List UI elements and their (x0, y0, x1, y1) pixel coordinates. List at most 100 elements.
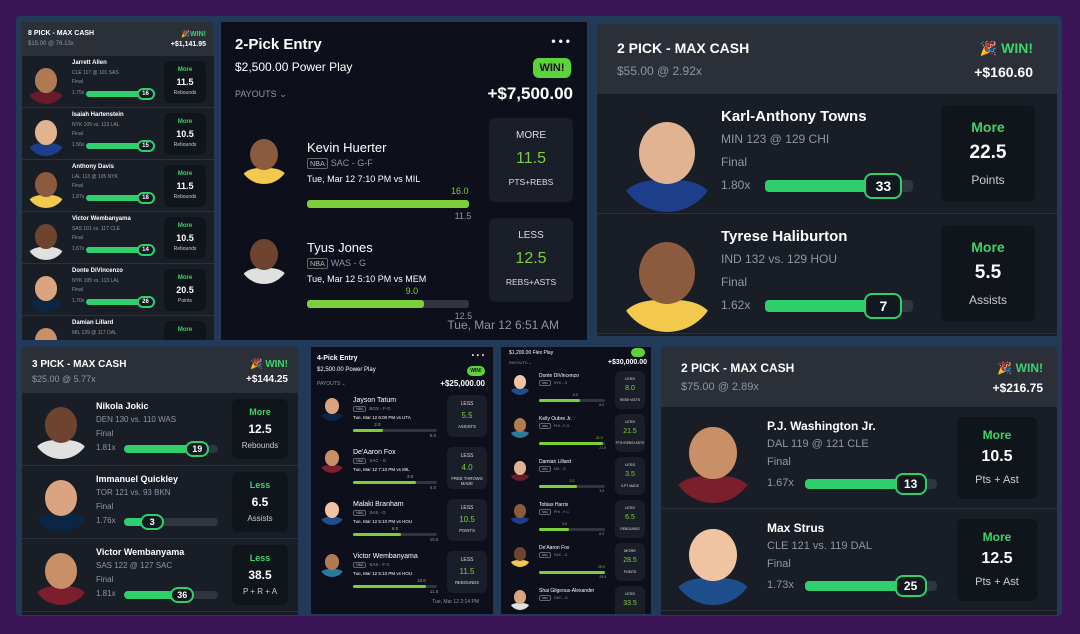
progress-bar (539, 399, 605, 402)
pick-row[interactable]: Donte DiVincenzo NBA NYK - G 5.0 8.0 LESS 8.0 R… (501, 369, 651, 412)
pick-row[interactable]: Kevin Huerter NBA SAC - G-F Tue, Mar 12 7:1… (221, 118, 587, 221)
game-time: Tue, Mar 12 6:00 PM vs UTA (353, 415, 411, 421)
pick-box[interactable]: LESS 3.5 3-PT MADE (615, 457, 645, 495)
game-status: Final (721, 274, 748, 289)
pick-row[interactable]: Nikola Jokic DEN 130 vs. 110 WAS Final 1.81… (22, 393, 298, 466)
pick-direction: More (177, 66, 193, 73)
pick-row[interactable]: Damian Lillard MIL 129 @ 117 DAL More (22, 316, 214, 340)
pick-row[interactable]: De'Aaron Fox NBA SAC - G Tue, Mar 12 7:10 P… (311, 443, 493, 495)
more-options-icon[interactable]: ••• (551, 34, 573, 48)
jersey-shape (28, 143, 64, 156)
pick-row[interactable]: Victor Wembanyama SAS 101 vs. 117 CLE Fina… (22, 212, 214, 264)
pick-box[interactable]: LESS 5.5 ASSISTS (447, 395, 487, 437)
pick-box[interactable]: LESS 12.5 REBS+ASTS (489, 218, 573, 302)
pick-box[interactable]: LESS 21.5 PTS+REBS+ASTS (615, 414, 645, 452)
game-status: Final (72, 286, 83, 293)
multiplier: 1.62x (721, 297, 751, 312)
pick-box[interactable]: LESS 33.5 (615, 586, 645, 614)
pick-row[interactable]: Karl-Anthony Towns MIN 123 @ 129 CHI Final… (597, 94, 1057, 214)
multiplier: 1.81x (96, 589, 116, 599)
entry-card-4-pick[interactable]: 4-Pick Entry $2,500.00 Power Play ••• WI… (311, 347, 493, 614)
pick-box[interactable]: LESS 8.0 REBS+ASTS (615, 371, 645, 409)
pick-row[interactable]: Donte DiVincenzo NYK 105 vs. 113 LAL Final… (22, 264, 214, 316)
pick-row[interactable]: Jayson Tatum NBA BOS - F-G Tue, Mar 12 6:00… (311, 391, 493, 443)
pick-box[interactable]: LESS 4.0 FREE THROWS MADE (447, 447, 487, 489)
entry-card-2-pick-kat[interactable]: 2 PICK - MAX CASH $55.00 @ 2.92x 🎉 WIN! … (597, 24, 1057, 336)
player-avatar (319, 447, 345, 473)
pick-direction: More (177, 170, 193, 177)
pick-box[interactable]: LESS 11.5 REBOUNDS (447, 551, 487, 593)
progress-fill (86, 299, 146, 305)
line-value: 22.5 (969, 142, 1007, 164)
progress-bar (86, 195, 156, 201)
stat-line-box: More 11.5 Rebounds (164, 165, 206, 207)
player-avatar (617, 232, 717, 332)
league-tag: NBA (353, 510, 367, 517)
pick-row[interactable]: Tobias Harris NBA PHI - F-C 3.0 6.5 LESS 6.5 RE… (501, 498, 651, 541)
stat-type: POINTS (459, 528, 475, 534)
game-time: Tue, Mar 12 5:10 PM vs HOU (353, 571, 413, 577)
face-shape (34, 120, 58, 145)
pick-row[interactable]: Anthony Davis LAL 113 @ 105 NYK Final 1.87x… (22, 160, 214, 212)
pick-row[interactable]: Max Strus CLE 121 vs. 119 DAL Final 1.73x 25… (661, 509, 1057, 611)
player-name: Damian Lillard (72, 320, 114, 326)
payouts-toggle[interactable]: PAYOUTS ⌄ (235, 89, 287, 99)
progress-fill (765, 180, 884, 192)
pick-row[interactable]: De'Aaron Fox NBA SAC - G 29.0 28.5 MORE 28.5 PO… (501, 541, 651, 584)
entry-card-8-pick[interactable]: 8 PICK - MAX CASH $15.00 @ 76.13x 🎉WIN! … (22, 22, 214, 340)
actual-value: 2.0 (569, 479, 575, 484)
stat-line-box: More 10.5 Rebounds (164, 113, 206, 155)
line-value: 10.5 (176, 128, 194, 139)
pick-row[interactable]: Malaki Branham NBA SAS - G Tue, Mar 12 5:10… (311, 495, 493, 547)
line-value: 11.5 (459, 566, 475, 576)
pick-row[interactable]: Shai Gilgeous-Alexander NBA OKC - G LESS 33.… (501, 584, 651, 614)
pick-direction: More (249, 407, 271, 418)
win-pill: WIN! (533, 58, 571, 78)
pick-row[interactable]: Damian Lillard NBA MIL - G 2.0 3.5 LESS 3.5 3-P… (501, 455, 651, 498)
pick-direction: Less (249, 553, 271, 564)
pick-direction: More (177, 274, 193, 281)
pick-row[interactable]: Kelly Oubre Jr. NBA PHI - F-G 21.0 21.5 LESS 2… (501, 412, 651, 455)
pick-row[interactable]: Isaiah Hartenstein NYK 105 vs. 113 LAL Fin… (22, 108, 214, 160)
entry-card-2-pick-power[interactable]: 2-Pick Entry $2,500.00 Power Play ••• WI… (221, 22, 587, 340)
pick-row[interactable]: Tyus Jones NBA WAS - G Tue, Mar 12 5:10 PM … (221, 218, 587, 321)
stat-type: REBOUNDS (454, 580, 480, 586)
pick-box[interactable]: LESS 10.5 POINTS (447, 499, 487, 541)
actual-value-badge: 33 (864, 173, 903, 199)
more-options-icon[interactable]: ••• (471, 353, 487, 359)
entry-card-2-pick-pj[interactable]: 2 PICK - MAX CASH $75.00 @ 2.89x 🎉 WIN! … (661, 347, 1057, 615)
team-position: BOS - F-G (369, 406, 391, 412)
line-value: 11.5 (176, 76, 194, 87)
progress-fill (86, 91, 146, 97)
pick-row[interactable]: Immanuel Quickley TOR 121 vs. 93 BKN Final… (22, 466, 298, 539)
pick-row[interactable]: Victor Wembanyama NBA SAS - F-C Tue, Mar 12… (311, 547, 493, 599)
progress-fill (86, 143, 146, 149)
face-shape (689, 427, 737, 480)
payouts-toggle[interactable]: PAYOUTS ⌄ (509, 360, 533, 365)
stat-type: Pts + Ast (975, 474, 1019, 487)
progress-fill (539, 571, 605, 574)
league-tag: NBA (353, 562, 367, 569)
player-avatar (617, 112, 717, 212)
progress-fill (124, 591, 183, 599)
pick-box[interactable]: MORE 28.5 POINTS (615, 543, 645, 581)
pick-row[interactable]: Tyrese Haliburton IND 132 vs. 129 HOU Fina… (597, 214, 1057, 334)
line-value: 12.5 (981, 550, 1013, 568)
game-status: Final (72, 78, 83, 85)
payouts-toggle[interactable]: PAYOUTS ⌄ (317, 381, 346, 387)
pick-box[interactable]: MORE 11.5 PTS+REBS (489, 118, 573, 202)
entry-card-3-pick[interactable]: 3 PICK - MAX CASH $25.00 @ 5.77x 🎉 WIN! … (22, 347, 298, 615)
actual-value: 29.0 (597, 565, 605, 570)
stat-type: Rebounds (173, 194, 197, 201)
jersey-shape (34, 586, 88, 605)
pick-row[interactable]: Victor Wembanyama SAS 122 @ 127 SAC Final 1… (22, 539, 298, 612)
player-avatar (509, 416, 531, 438)
pick-row[interactable]: P.J. Washington Jr. DAL 119 @ 121 CLE Fina… (661, 407, 1057, 509)
team-info: NBA PHI - F-G (539, 422, 569, 429)
stat-type: PTS+REBS+ASTS (615, 440, 645, 445)
win-pill: WIN! (467, 366, 485, 376)
pick-box[interactable]: LESS 6.5 REBOUNDS (615, 500, 645, 538)
pick-row[interactable]: Jarrett Allen CLE 117 @ 101 SAS Final 1.75x… (22, 56, 214, 108)
entry-card-flex-play[interactable]: $1,200.00 Flex Play +$30,000.00 PAYOUTS … (501, 347, 651, 614)
player-name: Damian Lillard (539, 459, 571, 465)
